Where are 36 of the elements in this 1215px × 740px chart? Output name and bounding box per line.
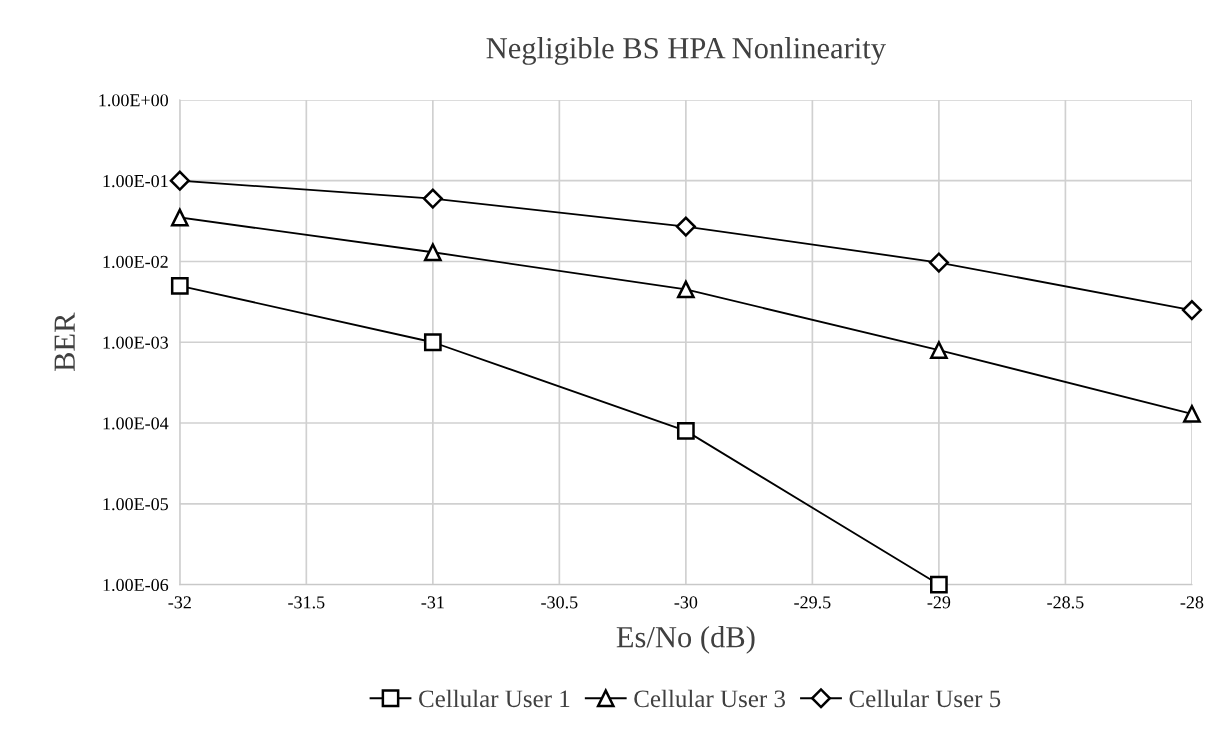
point [169, 170, 190, 191]
point [1183, 404, 1201, 423]
y-axis-title: BER [54, 312, 75, 372]
chart-title: Negligible BS HPA Nonlinearity [486, 37, 886, 65]
legend-label: Cellular User 3 [634, 689, 786, 708]
point [676, 280, 695, 299]
x-tick-label: -31.5 [288, 596, 325, 609]
y-tick-label: 1.00E-01 [103, 174, 168, 188]
x-tick-label: -28 [1180, 596, 1204, 609]
legend-label: Cellular User 1 [419, 689, 570, 708]
legend-label: Cellular User 5 [849, 689, 1001, 708]
point [928, 252, 949, 273]
x-tick-label: -29 [927, 596, 951, 609]
point [423, 243, 442, 262]
y-tick-label: 1.00E-02 [103, 255, 168, 268]
y-tick-label: 1.00E-03 [103, 336, 169, 349]
y-tick-label: 1.00E-04 [103, 417, 169, 430]
point [423, 333, 442, 352]
point [422, 188, 443, 209]
x-axis-title: Es/No (dB) [616, 625, 755, 654]
x-tick-label: -29.5 [794, 596, 831, 609]
point [1181, 300, 1202, 321]
point [170, 208, 189, 227]
point [170, 276, 189, 295]
x-tick-label: -30.5 [541, 596, 578, 609]
x-tick-label: -32 [168, 596, 191, 609]
point [676, 421, 695, 440]
x-tick-label: -28.5 [1047, 596, 1084, 609]
point [930, 575, 948, 594]
x-tick-label: -30 [674, 596, 698, 609]
point [930, 341, 948, 359]
point [675, 216, 696, 237]
x-tick-label: -31 [421, 596, 444, 609]
y-tick-label: 1.00E-05 [103, 498, 169, 511]
y-tick-label: 1.00E-06 [103, 578, 169, 592]
y-tick-label: 1.00E+00 [99, 94, 169, 107]
